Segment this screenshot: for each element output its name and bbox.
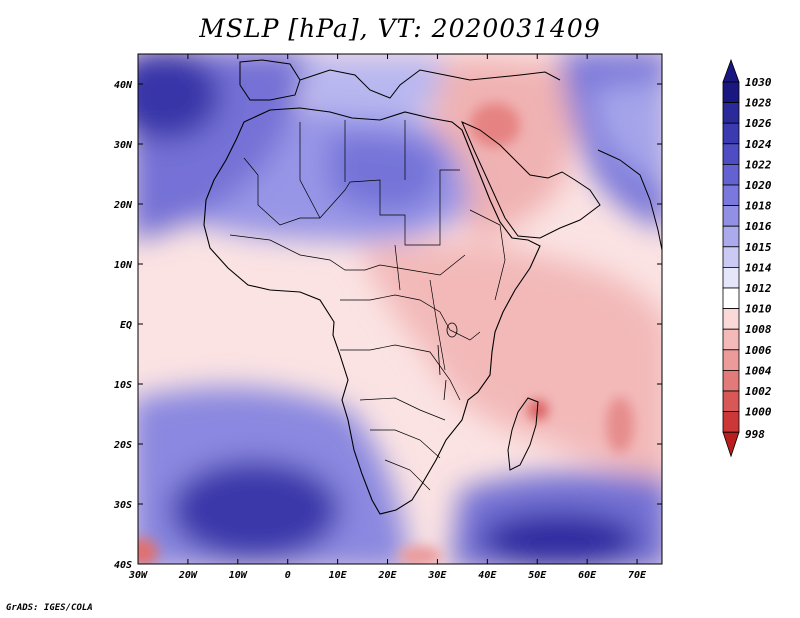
colorbar-label: 1000	[745, 406, 772, 419]
colorbar-swatch	[722, 143, 740, 165]
local-features	[138, 103, 634, 564]
colorbar-swatch	[722, 390, 740, 413]
colorbar-label: 1015	[745, 241, 772, 254]
colorbar-swatch	[722, 225, 740, 248]
indian-ocean-low	[606, 397, 634, 453]
mediterranean-ridge	[300, 55, 443, 117]
colorbar-label: 998	[745, 428, 765, 441]
lat-tick-label: 10S	[114, 380, 132, 391]
colorbar-swatch	[722, 369, 740, 392]
colorbar-label: 1014	[745, 261, 772, 274]
colorbar-label: 1022	[745, 158, 772, 171]
map-frame	[137, 53, 663, 565]
arabia-coastline	[461, 121, 601, 239]
lon-tick-label: 60E	[578, 570, 597, 581]
colorbar-label: 1010	[745, 303, 772, 316]
madagascar-coastline	[507, 397, 539, 471]
colorbar-label: 1002	[745, 385, 772, 398]
lat-tick-label: 20S	[113, 440, 132, 451]
lat-tick-label: 30S	[113, 500, 132, 511]
colorbar-label: 1016	[745, 220, 772, 233]
southeast-africa-low	[398, 546, 442, 564]
lon-tick-label: 50E	[528, 570, 547, 581]
colorbar-swatch	[722, 184, 740, 207]
colorbar-swatch	[722, 287, 740, 310]
lon-tick-label: 0	[285, 570, 291, 581]
colorbar-swatch	[722, 246, 740, 268]
atlantic-high-north-core	[138, 54, 220, 140]
lon-tick-label: 20E	[377, 570, 397, 581]
lon-tick-label: 20W	[178, 570, 198, 581]
lon-tick-label: 30W	[128, 570, 148, 581]
south-indian-high-core	[480, 512, 640, 564]
lon-tick-label: 10W	[229, 570, 248, 581]
europe-coastline	[239, 59, 561, 101]
footer-credit: GrADS: IGES/COLA	[6, 603, 93, 613]
colorbar-label: 1026	[745, 117, 772, 130]
africa-coastline	[203, 107, 541, 515]
south-atlantic-high-core	[170, 460, 340, 560]
colorbar-label: 1030	[745, 76, 772, 89]
lat-tick-label: EQ	[120, 320, 132, 331]
country-borders	[229, 120, 506, 491]
lat-tick-label: 20N	[113, 200, 133, 211]
colorbar-label: 1004	[745, 364, 772, 377]
colorbar-label: 1018	[745, 200, 772, 213]
colorbar-label: 1008	[745, 323, 772, 336]
colorbar-swatch	[722, 122, 740, 145]
colorbar-swatch	[722, 102, 740, 124]
lat-tick-label: 10N	[114, 260, 133, 271]
colorbar-swatch	[722, 349, 740, 371]
mesopotamia-low	[470, 103, 520, 147]
colorbar-label: 1012	[745, 282, 772, 295]
colorbar-swatch	[722, 411, 740, 433]
colorbar-swatch	[722, 328, 740, 351]
colorbar-swatch	[722, 205, 740, 227]
lat-tick-label: 30N	[113, 140, 133, 151]
lon-tick-label: 40E	[478, 570, 497, 581]
lon-tick-label: 10E	[329, 570, 348, 581]
colorbar-swatch	[722, 163, 740, 186]
lon-tick-label: 30E	[427, 570, 447, 581]
madagascar-low	[528, 400, 548, 420]
lakes	[437, 322, 458, 401]
india-coastline	[597, 149, 662, 251]
low-pressure-zone	[360, 241, 662, 479]
lat-tick-label: 40N	[114, 80, 133, 91]
southwest-low	[138, 538, 158, 564]
colorbar-swatch	[722, 81, 740, 104]
map-panel	[138, 54, 662, 564]
colorbar-label: 1024	[745, 138, 772, 151]
colorbar-bottom-arrow	[722, 431, 740, 458]
lat-tick-label: 40S	[114, 560, 132, 571]
pressure-field	[138, 54, 662, 564]
colorbar-swatch	[722, 308, 740, 330]
colorbar: 1030 1028 1026 1024 1022 1020 1018 1016 1015 1014…	[722, 58, 772, 458]
map-title: MSLP [hPa], VT: 2020031409	[199, 14, 601, 43]
colorbar-label: 1020	[745, 179, 772, 192]
colorbar-top-arrow	[722, 58, 740, 83]
colorbar-label: 1028	[745, 97, 772, 110]
colorbar-label: 1006	[745, 344, 772, 357]
india-ridge	[590, 81, 662, 186]
lon-tick-label: 70E	[628, 570, 647, 581]
colorbar-swatch	[722, 266, 740, 289]
sahara-high-core	[330, 134, 442, 211]
